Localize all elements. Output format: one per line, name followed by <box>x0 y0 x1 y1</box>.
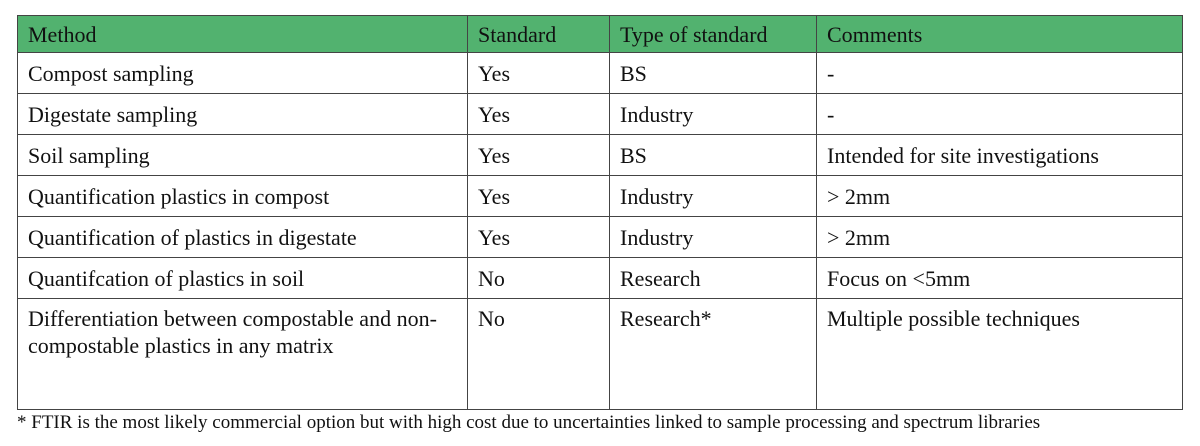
table-cell: Yes <box>467 93 610 135</box>
table-cell: Quantifcation of plastics in soil <box>17 257 468 299</box>
header-row: Method Standard Type of standard Comments <box>17 15 1183 53</box>
table-cell: No <box>467 257 610 299</box>
table-cell: Industry <box>609 216 817 258</box>
header-cell: Type of standard <box>609 15 817 53</box>
table-cell: Focus on <5mm <box>816 257 1183 299</box>
table-cell: Quantification of plastics in digestate <box>17 216 468 258</box>
table-cell: Soil sampling <box>17 134 468 176</box>
table-cell: Research* <box>609 298 817 410</box>
table-cell: Differentiation between compostable and … <box>17 298 468 410</box>
table-cell: - <box>816 93 1183 135</box>
table-cell: No <box>467 298 610 410</box>
table-cell: Multiple possible techniques <box>816 298 1183 410</box>
table-cell: Yes <box>467 134 610 176</box>
table-row: Quantification of plastics in digestate Y… <box>17 216 1183 258</box>
table-cell: Compost sampling <box>17 52 468 94</box>
table-cell: Yes <box>467 175 610 217</box>
table-cell: > 2mm <box>816 175 1183 217</box>
table-cell: BS <box>609 52 817 94</box>
table-cell: > 2mm <box>816 216 1183 258</box>
footnote: * FTIR is the most likely commercial opt… <box>17 412 1041 433</box>
header-cell: Comments <box>816 15 1183 53</box>
table-cell: Intended for site investigations <box>816 134 1183 176</box>
table-cell: BS <box>609 134 817 176</box>
header-cell: Method <box>17 15 468 53</box>
table-cell: Yes <box>467 52 610 94</box>
table-cell: Research <box>609 257 817 299</box>
table-cell: Industry <box>609 93 817 135</box>
table-cell: Industry <box>609 175 817 217</box>
table-cell: Quantification plastics in compost <box>17 175 468 217</box>
table-cell: Digestate sampling <box>17 93 468 135</box>
table-row: Differentiation between compostable and … <box>17 298 1183 410</box>
table-row: Soil sampling Yes BS Intended for site inve… <box>17 134 1183 176</box>
header-cell: Standard <box>467 15 610 53</box>
table-row: Compost sampling Yes BS - <box>17 52 1183 94</box>
data-table: Method Standard Type of standard Comments C… <box>17 15 1183 410</box>
table-row: Digestate sampling Yes Industry - <box>17 93 1183 135</box>
table-row: Quantification plastics in compost Yes Ind… <box>17 175 1183 217</box>
table-cell: - <box>816 52 1183 94</box>
table-cell: Yes <box>467 216 610 258</box>
table-row: Quantifcation of plastics in soil No Resea… <box>17 257 1183 299</box>
